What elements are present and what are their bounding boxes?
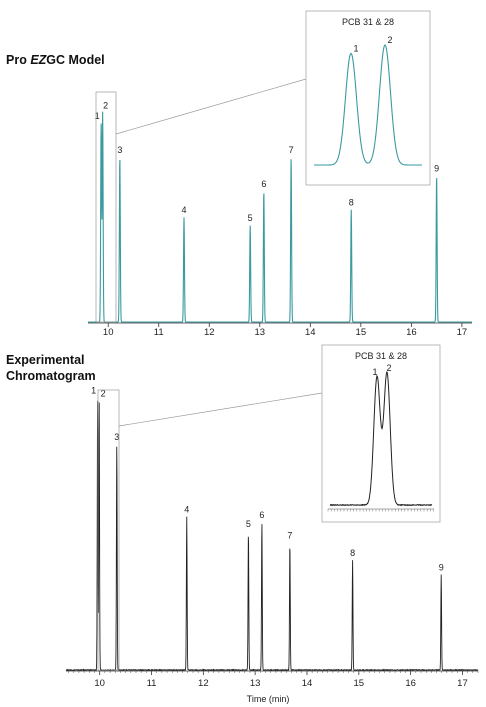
- inset-peak-label: 2: [387, 35, 392, 45]
- x-tick-label: 11: [154, 327, 164, 338]
- experimental-trace: [65, 400, 479, 672]
- peak-label: 2: [101, 388, 106, 398]
- x-tick-label: 14: [305, 327, 316, 338]
- model-trace: [88, 111, 472, 323]
- peak-label: 9: [439, 562, 444, 572]
- x-tick-label: 12: [198, 678, 209, 689]
- peak-label: 8: [350, 548, 355, 558]
- model-inset-title: PCB 31 & 28: [342, 17, 394, 27]
- peak-label: 3: [114, 432, 119, 442]
- peak-label: 6: [259, 510, 264, 520]
- x-tick-label: 11: [147, 678, 157, 689]
- x-tick-label: 17: [457, 678, 468, 689]
- model-zoom-connector: [115, 78, 307, 135]
- peak-label: 8: [349, 197, 354, 207]
- x-tick-label: 17: [457, 327, 468, 338]
- x-tick-label: 15: [354, 678, 365, 689]
- peak-label: 7: [289, 145, 294, 155]
- peak-label: 5: [246, 519, 251, 529]
- peak-label: 5: [248, 213, 253, 223]
- experimental-inset-frame: [321, 344, 441, 523]
- experimental-zoom-box: [97, 389, 120, 671]
- inset-peak-label: 2: [386, 363, 391, 373]
- peak-label: 1: [91, 385, 96, 395]
- x-tick-label: 16: [406, 327, 417, 338]
- peak-label: 2: [103, 100, 108, 110]
- model-inset-trace: [314, 44, 422, 166]
- peak-label: 6: [261, 179, 266, 189]
- x-tick-label: 10: [103, 327, 114, 338]
- x-tick-label: 13: [250, 678, 261, 689]
- model-x-ticks: 10 11 12 13 14 15 16 17: [103, 323, 467, 338]
- model-peak-labels: 12 3 4 5 6 7 8 9: [95, 100, 440, 223]
- peak-label: 1: [95, 111, 100, 121]
- x-tick-label: 13: [255, 327, 266, 338]
- peak-label: 4: [184, 504, 189, 514]
- model-inset-frame: [305, 10, 431, 186]
- peak-label: 3: [117, 145, 122, 155]
- x-tick-label: 15: [356, 327, 367, 338]
- x-tick-label: 12: [204, 327, 215, 338]
- model-panel-title: Pro EZGC Model: [6, 53, 105, 67]
- inset-peak-label: 1: [353, 43, 358, 53]
- experimental-x-axis-title: Time (min): [247, 694, 290, 704]
- model-inset: PCB 31 & 28 12: [305, 10, 431, 186]
- experimental-x-ticks: 10 11 12 13 14 15 16 17: [68, 671, 479, 689]
- x-tick-label: 10: [94, 678, 105, 689]
- peak-label: 9: [434, 163, 439, 173]
- peak-label: 7: [287, 530, 292, 540]
- experimental-panel-title-line1: Experimental: [6, 353, 85, 367]
- x-tick-label: 16: [405, 678, 416, 689]
- x-tick-label: 14: [302, 678, 313, 689]
- experimental-chromatogram-panel: Experimental Chromatogram 10 11 12 13 14 15 16…: [6, 344, 479, 704]
- experimental-inset-trace: [329, 371, 433, 507]
- model-inset-peak-labels: 12: [353, 35, 392, 53]
- model-chromatogram-panel: Pro EZGC Model 10 11 12 13 14 15 16 17 12345678…: [6, 10, 472, 338]
- model-zoom-box: [95, 91, 117, 323]
- experimental-panel-title-line2: Chromatogram: [6, 369, 96, 383]
- peak-label: 4: [181, 205, 186, 215]
- experimental-zoom-connector: [118, 392, 323, 427]
- inset-peak-label: 1: [372, 367, 377, 377]
- experimental-inset-title: PCB 31 & 28: [355, 351, 407, 361]
